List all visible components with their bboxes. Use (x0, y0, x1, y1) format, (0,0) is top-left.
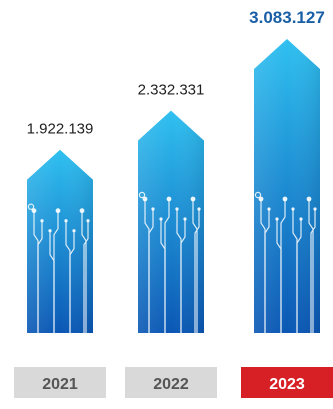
value-label-2022: 2.332.331 (138, 82, 205, 99)
bar-2023 (254, 39, 320, 333)
circuit-pattern-icon (27, 203, 89, 333)
year-tab-2021: 2021 (14, 367, 106, 398)
circuit-pattern-icon (138, 191, 200, 333)
bar-2021 (27, 149, 93, 333)
year-tab-2022: 2022 (125, 367, 217, 398)
value-label-2021: 1.922.139 (27, 121, 94, 138)
year-tab-2023: 2023 (241, 367, 333, 398)
category-label-2023: 2023 (269, 376, 305, 393)
bar-2022 (138, 110, 204, 333)
value-label-2023: 3.083.127 (249, 8, 325, 27)
circuit-pattern-icon (254, 191, 316, 333)
category-label-2022: 2022 (153, 376, 189, 393)
category-label-2021: 2021 (42, 376, 78, 393)
